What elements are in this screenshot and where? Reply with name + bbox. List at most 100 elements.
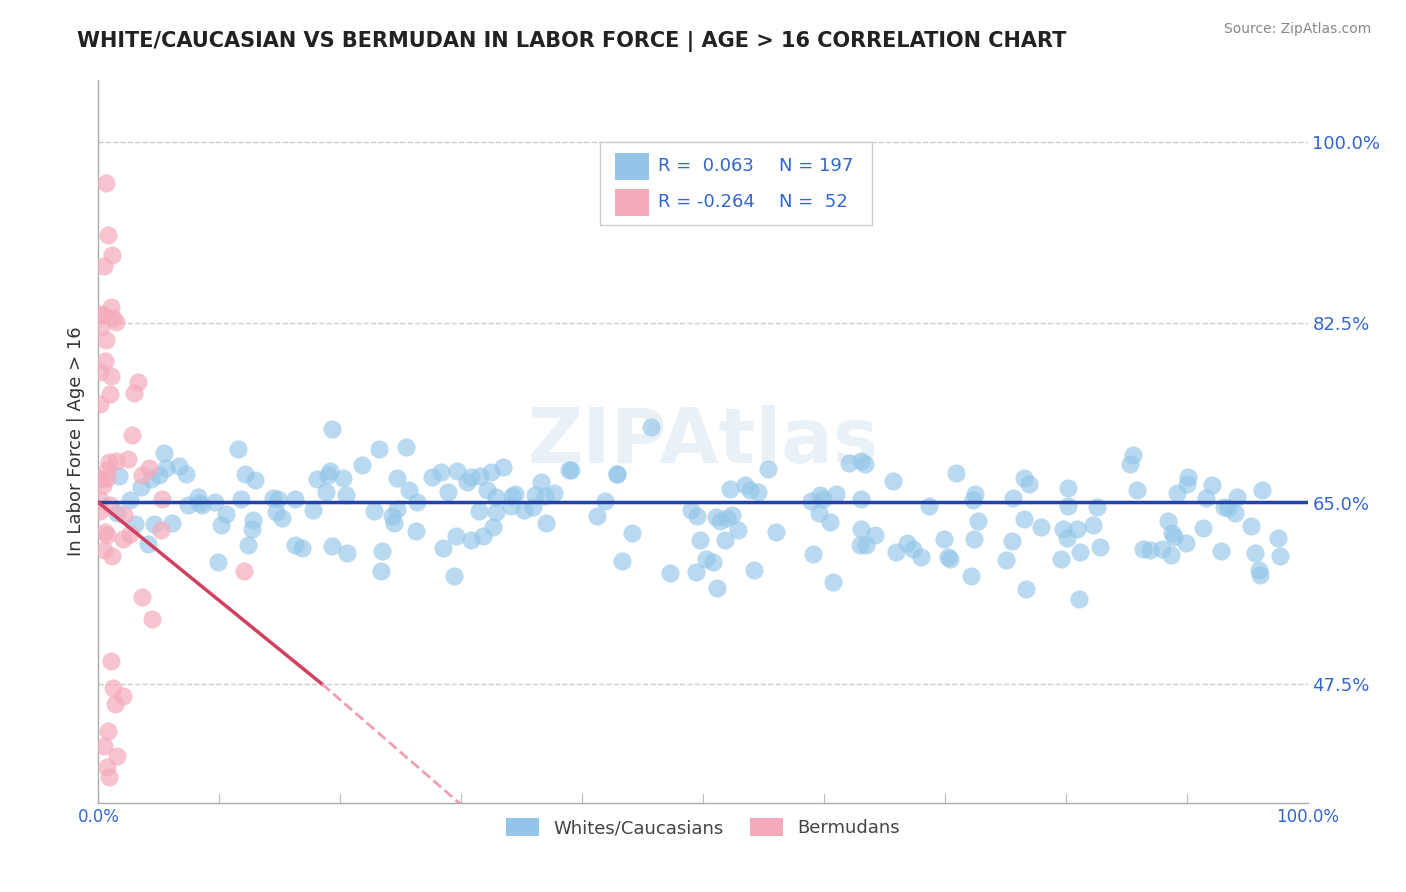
- FancyBboxPatch shape: [614, 153, 648, 180]
- Point: [533, 489, 555, 503]
- Point: [695, 552, 717, 566]
- Point: [801, 548, 824, 562]
- Point: [153, 446, 176, 460]
- Point: [808, 506, 831, 520]
- Point: [98, 387, 121, 401]
- Point: [1163, 530, 1185, 544]
- Point: [742, 563, 765, 577]
- Point: [472, 528, 495, 542]
- Point: [863, 528, 886, 542]
- Point: [849, 522, 872, 536]
- Point: [352, 458, 374, 473]
- Point: [536, 516, 558, 530]
- Point: [1069, 545, 1091, 559]
- Point: [938, 552, 960, 566]
- Point: [485, 505, 508, 519]
- Point: [93, 739, 115, 753]
- Point: [758, 462, 780, 476]
- Point: [332, 471, 354, 485]
- Point: [120, 527, 142, 541]
- Point: [855, 538, 877, 552]
- Point: [93, 259, 115, 273]
- Point: [93, 354, 115, 368]
- Point: [800, 493, 823, 508]
- Point: [100, 369, 122, 384]
- Point: [93, 542, 115, 557]
- Point: [704, 510, 727, 524]
- Point: [446, 464, 468, 478]
- Point: [945, 466, 967, 480]
- Point: [910, 549, 932, 564]
- Point: [821, 575, 844, 590]
- Point: [1212, 500, 1234, 514]
- Point: [187, 496, 209, 510]
- Point: [962, 493, 984, 508]
- Point: [111, 689, 134, 703]
- Point: [91, 477, 114, 491]
- Point: [138, 460, 160, 475]
- Point: [824, 487, 846, 501]
- Legend: Whites/Caucasians, Bermudans: Whites/Caucasians, Bermudans: [499, 811, 907, 845]
- Point: [136, 537, 159, 551]
- Point: [141, 472, 163, 486]
- Point: [1216, 500, 1239, 515]
- Point: [1174, 536, 1197, 550]
- Point: [98, 498, 121, 512]
- Point: [468, 469, 491, 483]
- Point: [127, 375, 149, 389]
- Point: [882, 474, 904, 488]
- Point: [149, 523, 172, 537]
- Point: [1052, 522, 1074, 536]
- Point: [437, 485, 460, 500]
- Point: [1001, 533, 1024, 548]
- Point: [100, 301, 122, 315]
- Point: [524, 488, 547, 502]
- Point: [503, 487, 526, 501]
- Point: [209, 518, 232, 533]
- Point: [1018, 477, 1040, 491]
- Point: [387, 471, 409, 485]
- Point: [1195, 491, 1218, 505]
- FancyBboxPatch shape: [614, 188, 648, 216]
- Point: [112, 508, 135, 522]
- Point: [1081, 517, 1104, 532]
- Point: [89, 472, 111, 486]
- Point: [232, 564, 254, 578]
- Point: [709, 514, 731, 528]
- Point: [155, 461, 177, 475]
- Point: [398, 483, 420, 497]
- Point: [685, 565, 707, 579]
- Point: [242, 513, 264, 527]
- Point: [903, 542, 925, 557]
- Point: [89, 493, 111, 508]
- Point: [1067, 592, 1090, 607]
- Point: [104, 314, 127, 328]
- Point: [1157, 515, 1180, 529]
- Point: [129, 480, 152, 494]
- Point: [150, 491, 173, 506]
- Point: [117, 452, 139, 467]
- Point: [1240, 518, 1263, 533]
- Point: [381, 509, 404, 524]
- Point: [101, 248, 124, 262]
- Point: [169, 459, 191, 474]
- FancyBboxPatch shape: [600, 142, 872, 225]
- Point: [94, 524, 117, 539]
- Point: [105, 749, 128, 764]
- Point: [530, 475, 553, 489]
- Point: [640, 420, 662, 434]
- Point: [560, 463, 582, 477]
- Point: [1209, 544, 1232, 558]
- Point: [89, 397, 111, 411]
- Point: [187, 491, 209, 505]
- Point: [307, 472, 329, 486]
- Point: [482, 520, 505, 534]
- Point: [853, 457, 876, 471]
- Point: [1119, 457, 1142, 471]
- Point: [91, 309, 114, 323]
- Point: [884, 545, 907, 559]
- Point: [963, 533, 986, 547]
- Point: [501, 489, 523, 503]
- Point: [174, 467, 197, 481]
- Point: [290, 541, 312, 556]
